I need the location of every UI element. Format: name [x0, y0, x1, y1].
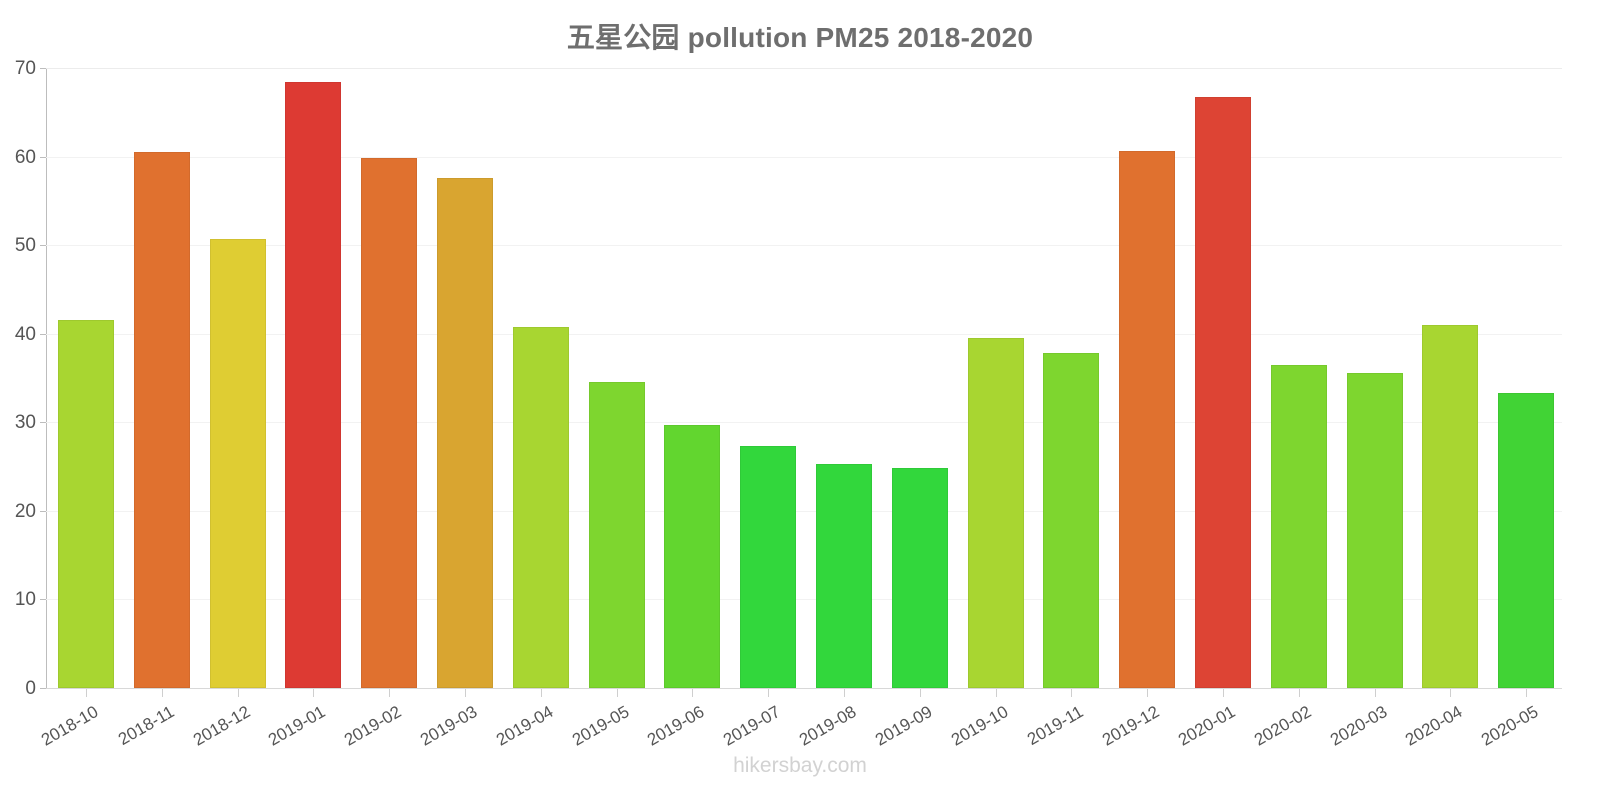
x-axis-tick [1374, 689, 1376, 697]
x-axis-tick [465, 689, 466, 697]
chart-title: 五星公园 pollution PM25 2018-2020 [566, 22, 1034, 53]
bar[interactable] [1346, 372, 1403, 688]
bar[interactable] [588, 382, 645, 688]
x-axis-tick [1147, 689, 1149, 697]
gridline [46, 333, 1562, 335]
y-axis-tick [40, 422, 46, 424]
bar[interactable] [285, 82, 342, 688]
x-axis-tick [237, 689, 239, 697]
y-axis-tick [40, 688, 46, 689]
y-axis-tick [40, 510, 46, 512]
y-axis-label: 60 [14, 146, 36, 168]
y-axis-label: 0 [25, 678, 36, 699]
bar[interactable] [133, 152, 190, 688]
x-axis-tick [1223, 689, 1224, 697]
plot-area: 0 10 20 30 40 50 60 70 2018-10 2018-11 2018-12 201… [15, 59, 1562, 750]
bar[interactable] [967, 338, 1024, 688]
bar[interactable] [1498, 393, 1555, 688]
gridline [46, 510, 1562, 512]
bar[interactable] [816, 463, 872, 688]
x-axis-line [46, 688, 1562, 689]
bar[interactable] [437, 177, 493, 688]
y-axis-tick [40, 333, 46, 335]
y-axis-tick [40, 245, 46, 247]
x-axis-tick [692, 689, 694, 697]
y-axis-tick [40, 156, 46, 158]
y-axis-label: 70 [14, 58, 36, 79]
gridline [46, 422, 1562, 424]
bar[interactable] [209, 238, 266, 688]
gridline [46, 688, 1562, 689]
y-axis-label: 10 [14, 589, 36, 611]
bar[interactable] [740, 446, 797, 688]
x-axis-tick [768, 689, 770, 697]
x-axis-tick [1526, 689, 1528, 697]
x-axis-tick [161, 689, 163, 697]
x-axis-tick [1298, 689, 1300, 697]
bar[interactable] [1119, 151, 1176, 688]
gridline [46, 245, 1562, 247]
y-axis-tick [40, 599, 46, 601]
x-axis-tick [616, 689, 618, 697]
y-axis-line [46, 68, 47, 688]
bar[interactable] [1270, 364, 1327, 688]
x-axis-tick [1450, 689, 1452, 697]
x-axis-tick [86, 689, 87, 697]
footer-credit: hikersbay.com [733, 754, 867, 777]
bar[interactable] [1043, 353, 1100, 688]
gridline [46, 156, 1562, 158]
bar[interactable] [512, 326, 569, 688]
x-axis-tick [540, 689, 542, 697]
bar[interactable] [1195, 97, 1251, 688]
x-axis-tick [919, 689, 921, 697]
gridline [46, 68, 1562, 69]
x-axis-tick [995, 689, 997, 697]
bar[interactable] [891, 468, 948, 688]
y-axis-label: 20 [14, 500, 36, 522]
y-axis-label: 40 [14, 323, 36, 345]
x-axis-tick [844, 689, 845, 697]
y-axis-label: 30 [14, 412, 36, 434]
y-axis-tick [40, 68, 46, 69]
bar[interactable] [361, 158, 418, 688]
bar[interactable] [1422, 324, 1479, 688]
gridline [46, 599, 1562, 601]
bar[interactable] [664, 424, 721, 688]
bar[interactable] [58, 319, 114, 688]
x-axis-tick [313, 689, 315, 697]
x-axis-tick [389, 689, 391, 697]
y-axis-label: 50 [14, 235, 36, 257]
x-axis-tick [1071, 689, 1073, 697]
